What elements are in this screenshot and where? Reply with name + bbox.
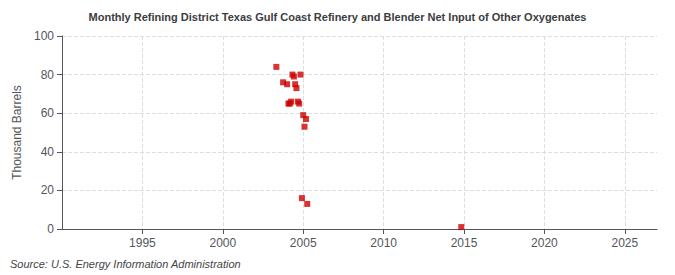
svg-text:2025: 2025 (611, 236, 638, 250)
svg-text:2020: 2020 (531, 236, 558, 250)
svg-text:20: 20 (41, 183, 55, 197)
svg-text:40: 40 (41, 145, 55, 159)
svg-text:0: 0 (47, 222, 54, 236)
svg-text:2005: 2005 (290, 236, 317, 250)
svg-text:Monthly Refining District Texa: Monthly Refining District Texas Gulf Coa… (89, 11, 587, 23)
svg-text:1995: 1995 (129, 236, 156, 250)
svg-text:60: 60 (41, 106, 55, 120)
svg-text:2015: 2015 (451, 236, 478, 250)
svg-text:Thousand Barrels: Thousand Barrels (10, 85, 24, 180)
svg-text:Source: U.S. Energy Informatio: Source: U.S. Energy Information Administ… (10, 258, 241, 270)
svg-text:100: 100 (34, 29, 54, 43)
svg-text:2010: 2010 (370, 236, 397, 250)
svg-text:80: 80 (41, 68, 55, 82)
svg-text:2000: 2000 (209, 236, 236, 250)
